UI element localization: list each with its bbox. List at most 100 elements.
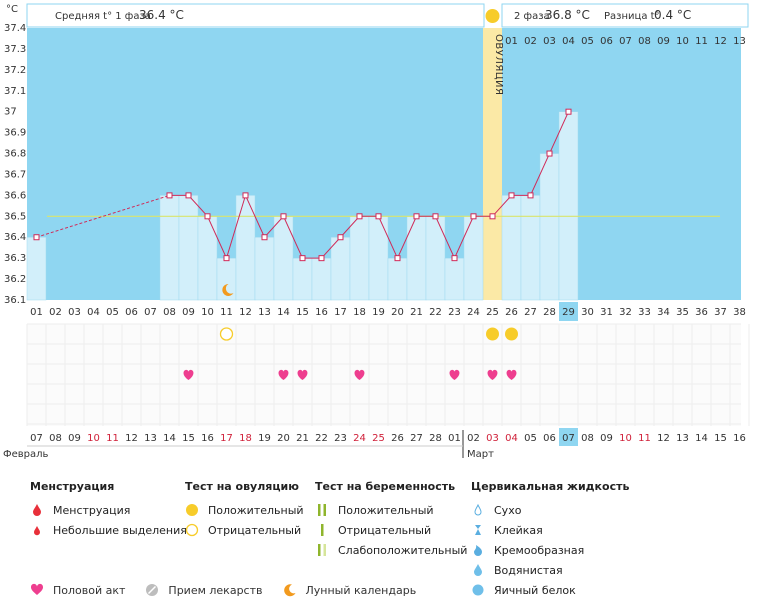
today-calendar-marker xyxy=(559,428,578,446)
bbt-chart: Средняя t° 1 фаза 36.4 °C 2 фаза 36.8 °C… xyxy=(3,3,750,460)
legend-spotting-item: Небольшие выделения xyxy=(53,523,187,537)
intercourse-heart xyxy=(449,369,460,380)
calendar-day-label: 14 xyxy=(695,433,708,444)
cycle-day-label: 18 xyxy=(353,307,366,318)
legend-sticky: Клейкая xyxy=(494,523,543,537)
cycle-day-label: 06 xyxy=(125,307,138,318)
temperature-bar xyxy=(406,216,427,301)
cycle-day-label: 12 xyxy=(239,307,252,318)
cycle-day-label: 22 xyxy=(429,307,442,318)
cycle-day-label: 34 xyxy=(657,307,670,318)
temperature-bar xyxy=(26,236,47,301)
phase2-box xyxy=(501,3,749,28)
calendar-day-label: 07 xyxy=(30,433,43,444)
calendar-day-label: 10 xyxy=(87,433,100,444)
calendar-day-label: 15 xyxy=(714,433,727,444)
phase2-diff-label: Разница t° xyxy=(604,11,660,22)
legend-medication: Прием лекарств xyxy=(168,583,263,597)
cycle-day-label: 33 xyxy=(638,307,651,318)
temperature-point xyxy=(432,213,439,220)
y-tick-label: 36.3 xyxy=(4,253,26,264)
legend-preg-negative: Отрицательный xyxy=(338,523,432,537)
temperature-point xyxy=(280,213,287,220)
phase2-day-label: 07 xyxy=(619,36,632,47)
temperature-bar xyxy=(387,257,408,301)
intercourse-heart xyxy=(487,369,498,380)
cycle-day-label: 19 xyxy=(372,307,385,318)
blood-drop-icon xyxy=(33,504,41,516)
dry-drop-icon xyxy=(474,503,482,516)
phase1-value: 36.4 °C xyxy=(139,8,184,22)
single-stripe-icon xyxy=(321,524,324,536)
phase2-day-label: 03 xyxy=(543,36,556,47)
legend-intercourse: Половой акт xyxy=(53,583,126,597)
legend-menstruation-title: Менструация xyxy=(30,480,115,493)
calendar-day-label: 20 xyxy=(277,433,290,444)
temperature-point xyxy=(375,213,382,220)
intercourse-heart xyxy=(278,369,289,380)
phase2-day-label: 06 xyxy=(600,36,613,47)
calendar-day-label: 24 xyxy=(353,433,366,444)
cycle-day-label: 11 xyxy=(220,307,233,318)
cycle-day-label: 25 xyxy=(486,307,499,318)
cycle-day-label: 36 xyxy=(695,307,708,318)
phase2-day-label: 11 xyxy=(695,36,708,47)
y-tick-label: 36.7 xyxy=(4,169,26,180)
watery-drop-icon xyxy=(474,564,482,576)
legend-pregnancy-test: Тест на беременность Положительный Отриц… xyxy=(315,480,467,560)
legend-cervical-title: Цервикальная жидкость xyxy=(471,480,630,493)
cycle-day-label: 13 xyxy=(258,307,271,318)
double-stripe-icon xyxy=(318,504,326,516)
temperature-point xyxy=(489,213,496,220)
temperature-bar xyxy=(197,216,218,301)
phase2-day-label: 08 xyxy=(638,36,651,47)
pill-icon xyxy=(146,584,159,596)
temperature-bar xyxy=(273,216,294,301)
temperature-point xyxy=(261,234,268,241)
cycle-day-label: 01 xyxy=(30,307,43,318)
intercourse-heart xyxy=(183,369,194,380)
intercourse-heart xyxy=(354,369,365,380)
y-tick-label: 37 xyxy=(4,107,17,118)
cycle-day-label: 05 xyxy=(106,307,119,318)
temperature-point xyxy=(451,255,458,262)
small-drop-icon xyxy=(34,526,40,536)
calendar-day-label: 21 xyxy=(296,433,309,444)
legend-ovu-positive: Положительный xyxy=(208,503,304,517)
ovulation-sun-icon xyxy=(485,9,500,23)
temperature-point xyxy=(337,234,344,241)
calendar-day-label: 04 xyxy=(505,433,518,444)
calendar-day-label: 11 xyxy=(106,433,119,444)
calendar-day-label: 08 xyxy=(49,433,62,444)
temperature-point xyxy=(166,192,173,199)
temperature-point xyxy=(356,213,363,220)
legend-ovulation-test: Тест на овуляцию Положительный Отрицател… xyxy=(185,480,304,540)
phase2-day-label: 13 xyxy=(733,36,746,47)
heart-icon xyxy=(30,583,44,595)
temperature-bar xyxy=(463,216,484,301)
temperature-bar xyxy=(254,236,275,301)
cycle-day-label: 30 xyxy=(581,307,594,318)
y-unit-label: °C xyxy=(6,4,18,15)
temperature-point xyxy=(204,213,211,220)
temperature-bar xyxy=(520,195,541,301)
calendar-day-label: 19 xyxy=(258,433,271,444)
temperature-point xyxy=(223,255,230,262)
phase1-box xyxy=(26,3,485,28)
temperature-point xyxy=(413,213,420,220)
intercourse-heart xyxy=(297,369,308,380)
calendar-day-label: 13 xyxy=(676,433,689,444)
temperature-point xyxy=(299,255,306,262)
today-cycle-marker xyxy=(559,302,578,321)
cycle-day-label: 16 xyxy=(315,307,328,318)
cycle-day-label: 24 xyxy=(467,307,480,318)
temperature-bar xyxy=(159,195,180,301)
calendar-day-label: 13 xyxy=(144,433,157,444)
calendar-day-label: 15 xyxy=(182,433,195,444)
temperature-bar xyxy=(292,257,313,301)
temperature-bar xyxy=(178,195,199,301)
temperature-point xyxy=(33,234,40,241)
legend-creamy: Кремообразная xyxy=(494,543,585,557)
legend-cervical: Цервикальная жидкость Сухо Клейкая Кремо… xyxy=(471,480,629,600)
cycle-day-label: 20 xyxy=(391,307,404,318)
